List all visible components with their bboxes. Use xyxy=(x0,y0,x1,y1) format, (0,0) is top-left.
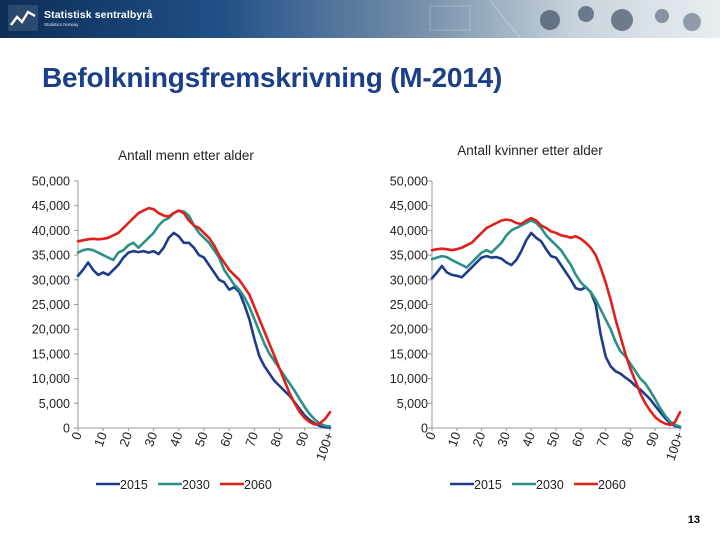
legend-label-2030: 2030 xyxy=(182,478,210,492)
x-tick-label: 40 xyxy=(167,430,186,449)
x-tick-label: 80 xyxy=(618,430,637,449)
x-tick-label: 10 xyxy=(91,430,110,449)
legend-label-2015: 2015 xyxy=(474,478,502,492)
y-tick-label: 10,000 xyxy=(32,372,70,386)
legend-label-2015: 2015 xyxy=(120,478,148,492)
x-tick-label: 90 xyxy=(293,430,312,449)
x-tick-label: 100+ xyxy=(663,430,687,463)
x-tick-label: 50 xyxy=(544,430,563,449)
x-tick-label: 10 xyxy=(445,430,464,449)
chart-panel-2: Antall kvinner etter alder 0 5,000 10,000 15… xyxy=(390,143,687,492)
y-tick-label: 0 xyxy=(63,422,70,436)
series-line-2030 xyxy=(76,209,332,428)
y-tick-label: 15,000 xyxy=(390,347,428,361)
x-tick-label: 30 xyxy=(494,430,513,449)
x-tick-label: 20 xyxy=(116,430,135,449)
series-line-2060 xyxy=(76,206,332,426)
x-tick-label: 40 xyxy=(519,430,538,449)
org-name: Statistisk sentralbyrå xyxy=(44,9,153,21)
y-tick-label: 25,000 xyxy=(32,298,70,312)
banner-decoration xyxy=(429,0,701,38)
page-title: Befolkningsfremskrivning (M-2014) xyxy=(42,62,503,93)
x-tick-label: 0 xyxy=(68,430,85,442)
y-tick-label: 25,000 xyxy=(390,298,428,312)
series-line-2060 xyxy=(430,216,682,427)
x-tick-label: 70 xyxy=(242,430,261,449)
legend-label-2030: 2030 xyxy=(536,478,564,492)
y-tick-label: 45,000 xyxy=(32,199,70,213)
y-tick-label: 30,000 xyxy=(32,273,70,287)
x-tick-label: 30 xyxy=(141,430,160,449)
series-line-2015 xyxy=(76,231,332,430)
x-tick-label: 20 xyxy=(469,430,488,449)
x-tick-label: 70 xyxy=(593,430,612,449)
y-tick-label: 40,000 xyxy=(32,224,70,238)
page-number: 13 xyxy=(687,514,700,526)
x-tick-label: 90 xyxy=(643,430,662,449)
x-tick-label: 50 xyxy=(192,430,211,449)
x-tick-label: 0 xyxy=(422,430,439,442)
series-line-2030 xyxy=(430,219,682,428)
legend: 2015 2030 2060 xyxy=(450,478,626,492)
y-tick-label: 50,000 xyxy=(390,175,428,189)
header-banner: Statistisk sentralbyrå Statistics Norway xyxy=(0,0,720,38)
legend-label-2060: 2060 xyxy=(244,478,272,492)
y-tick-label: 40,000 xyxy=(390,224,428,238)
y-tick-label: 35,000 xyxy=(32,249,70,263)
y-tick-label: 50,000 xyxy=(32,175,70,189)
y-tick-label: 45,000 xyxy=(390,199,428,213)
x-tick-label: 100+ xyxy=(313,430,337,463)
y-tick-label: 35,000 xyxy=(390,249,428,263)
y-tick-label: 5,000 xyxy=(39,397,70,411)
y-tick-label: 20,000 xyxy=(32,323,70,337)
chart-title: Antall menn etter alder xyxy=(118,148,254,163)
legend-label-2060: 2060 xyxy=(598,478,626,492)
y-tick-label: 5,000 xyxy=(397,397,428,411)
ssb-logo-icon xyxy=(8,5,38,31)
y-tick-label: 0 xyxy=(421,422,428,436)
y-tick-label: 30,000 xyxy=(390,273,428,287)
chart-panel-1: Antall menn etter alder 0 5,000 10,000 15,00… xyxy=(32,148,337,492)
org-subtitle: Statistics Norway xyxy=(44,22,79,27)
logo: Statistisk sentralbyrå Statistics Norway xyxy=(8,5,152,31)
y-tick-label: 20,000 xyxy=(390,323,428,337)
chart-title: Antall kvinner etter alder xyxy=(457,143,603,158)
legend: 2015 2030 2060 xyxy=(96,478,272,492)
y-tick-label: 10,000 xyxy=(390,372,428,386)
x-tick-label: 80 xyxy=(267,430,286,449)
x-tick-label: 60 xyxy=(569,430,588,449)
y-tick-label: 15,000 xyxy=(32,347,70,361)
x-tick-label: 60 xyxy=(217,430,236,449)
